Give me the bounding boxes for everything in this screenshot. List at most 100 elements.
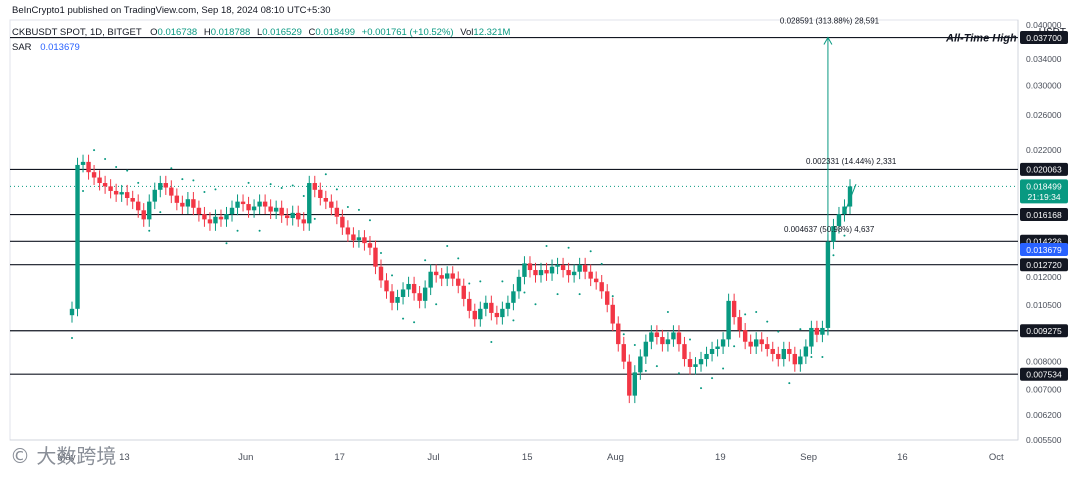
candle-body-37 — [273, 207, 279, 212]
candle-body-29 — [229, 207, 235, 215]
sar-dot-106 — [655, 365, 658, 368]
sar-dot-16 — [159, 211, 162, 214]
sar-dot-88 — [556, 293, 559, 296]
sar-dot-134 — [810, 356, 813, 359]
y-tick-label-6: 0.010500 — [1026, 300, 1062, 310]
candle-body-85 — [538, 270, 544, 276]
candle-body-51 — [351, 234, 356, 241]
candle-body-43 — [307, 183, 312, 224]
candle-body-31 — [240, 201, 246, 205]
sar-dot-52 — [357, 208, 360, 211]
candle-body-1 — [75, 164, 80, 309]
candle-body-113 — [693, 364, 698, 367]
candle-body-99 — [616, 323, 621, 345]
sar-dot-90 — [567, 246, 570, 249]
level-badge-label-1: 0.020063 — [1026, 165, 1062, 175]
sar-dot-124 — [755, 310, 758, 313]
candle-body-47 — [329, 201, 334, 208]
candle-body-73 — [472, 310, 477, 320]
candle-body-134 — [809, 327, 814, 347]
sar-dot-26 — [214, 188, 217, 191]
candle-body-129 — [781, 348, 786, 360]
sar-dot-100 — [622, 333, 625, 336]
candle-body-100 — [621, 344, 626, 362]
candle-body-59 — [395, 296, 400, 303]
candle-body-110 — [676, 332, 682, 345]
candle-body-62 — [411, 283, 417, 294]
sar-dot-120 — [733, 345, 736, 348]
sar-dot-78 — [501, 280, 504, 283]
sar-dot-24 — [203, 190, 206, 193]
candle-body-14 — [147, 201, 152, 220]
sar-dot-92 — [578, 293, 581, 296]
candle-body-120 — [731, 300, 737, 318]
candle-body-15 — [152, 189, 157, 202]
level-badge-4 — [1020, 258, 1068, 272]
sar-dot-14 — [148, 229, 151, 232]
candle-body-139 — [836, 214, 842, 227]
sar-dot-114 — [700, 387, 703, 390]
x-tick-label-8: Sep — [800, 452, 817, 463]
level-badge-0 — [1020, 31, 1068, 45]
sar-dot-116 — [711, 377, 714, 380]
candle-body-84 — [533, 270, 538, 276]
candle-body-2 — [80, 161, 86, 165]
candle-body-97 — [605, 291, 610, 305]
sar-dot-94 — [589, 250, 592, 253]
measure-mid-line — [843, 183, 857, 215]
candle-body-68 — [445, 273, 450, 279]
candle-body-131 — [792, 353, 798, 365]
sar-value: 0.013679 — [40, 42, 80, 53]
sar-dot-112 — [688, 338, 691, 341]
sar-dot-38 — [280, 187, 283, 190]
sar-dot-62 — [413, 321, 416, 324]
candle-body-45 — [318, 189, 323, 199]
measure-arrow-head — [823, 36, 833, 45]
candle-body-54 — [367, 243, 373, 248]
candle-body-127 — [770, 348, 775, 354]
candles — [69, 154, 853, 404]
candle-body-75 — [483, 302, 489, 309]
candle-body-119 — [726, 300, 731, 340]
candle-body-5 — [97, 177, 102, 184]
sar-dot-6 — [104, 157, 107, 160]
level-badge-label-5: 0.009275 — [1026, 326, 1062, 336]
sar-dot-46 — [324, 173, 327, 176]
sar-line: SAR 0.013679 — [12, 42, 80, 53]
sar-label: SAR — [12, 42, 32, 53]
close-value: 0.018499 — [315, 27, 356, 38]
sar-dot-84 — [534, 303, 537, 306]
y-tick-label-2: 0.030000 — [1026, 80, 1062, 90]
measure-mid-label: 0.002331 (14.44%) 2,331 — [806, 157, 897, 166]
sar-dot-0 — [71, 336, 73, 339]
sar-dot-42 — [302, 194, 305, 197]
y-tick-label-8: 0.007000 — [1026, 385, 1062, 395]
candle-body-56 — [378, 266, 384, 281]
x-tick-label-10: Oct — [989, 452, 1004, 463]
sar-dots — [71, 149, 846, 390]
candle-body-13 — [141, 210, 146, 220]
candle-body-44 — [312, 183, 317, 190]
y-tick-label-1: 0.034000 — [1026, 54, 1062, 64]
candle-body-96 — [599, 282, 604, 292]
candle-body-63 — [417, 293, 422, 301]
sar-badge — [1020, 243, 1068, 257]
sar-dot-22 — [192, 179, 195, 182]
candle-body-95 — [593, 278, 599, 283]
candle-body-10 — [124, 192, 130, 199]
candle-body-67 — [439, 275, 444, 279]
sar-dot-122 — [744, 313, 747, 316]
current-price-label: 0.018499 — [1026, 181, 1062, 191]
low-value: 0.016529 — [262, 27, 302, 38]
candle-body-6 — [102, 183, 108, 187]
sar-dot-32 — [247, 181, 250, 184]
candle-body-21 — [185, 199, 191, 207]
candle-body-35 — [262, 201, 268, 207]
sar-dot-20 — [181, 178, 184, 181]
candle-body-39 — [284, 215, 290, 219]
symbol-line: CKBUSDT SPOT, 1D, BITGET O0.016738 H0.01… — [12, 27, 510, 38]
sar-dot-36 — [269, 183, 272, 186]
sar-dot-102 — [633, 343, 636, 346]
candle-body-61 — [406, 283, 411, 290]
